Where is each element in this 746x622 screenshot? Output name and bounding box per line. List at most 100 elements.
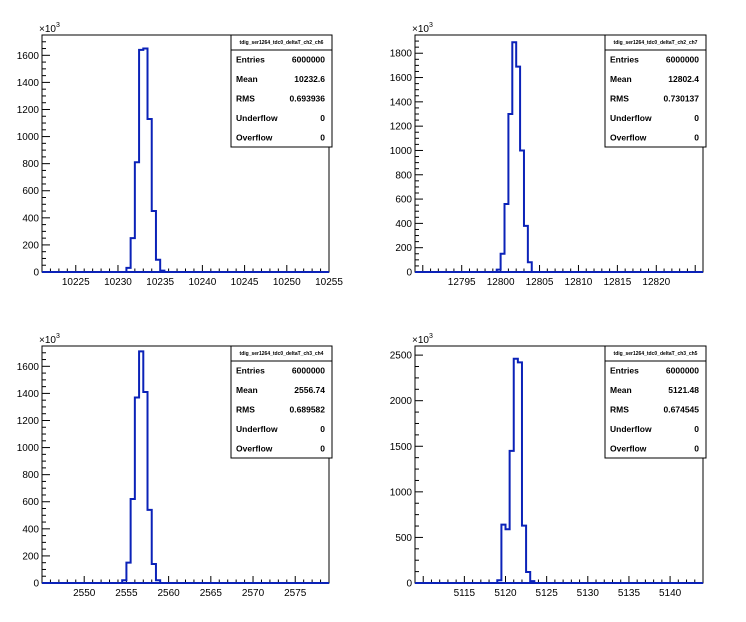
histogram-outline: [496, 357, 536, 583]
y-scale-power: 3: [429, 333, 433, 340]
y-scale-base: ×10: [39, 24, 56, 35]
stats-label: RMS: [610, 94, 629, 104]
histogram-panel-3: 2550 2555 2560 2565 2570 2575 0 200 400 600 800 100…: [17, 333, 333, 599]
x-tick-label: 5115: [454, 588, 476, 599]
histogram-bin: [512, 42, 516, 272]
stats-label: Overflow: [610, 443, 647, 453]
x-tick-label: 2575: [284, 588, 307, 599]
y-tick-label: 0: [406, 268, 412, 279]
x-tick-label: 2550: [73, 588, 96, 599]
stats-title: tdig_ser1264_tdc0_deltaT_ch2_ch6: [240, 40, 324, 46]
x-tick-label: 2565: [200, 588, 223, 599]
y-scale-power: 3: [56, 333, 60, 340]
stats-box: [230, 345, 333, 459]
stats-label: Entries: [610, 55, 639, 65]
x-tick-label: 2555: [115, 588, 138, 599]
y-tick-label: 600: [395, 195, 412, 206]
histogram-bin: [156, 580, 160, 583]
y-scale-base: ×10: [412, 335, 429, 346]
x-tick-label: 10235: [146, 277, 174, 288]
stats-value: 0: [694, 113, 699, 123]
y-tick-label: 1600: [17, 362, 40, 373]
histogram-bin: [143, 49, 147, 272]
stats-title: tdig_ser1264_tdc0_deltaT_ch3_ch4: [240, 351, 324, 357]
y-scale-power: 3: [56, 22, 60, 29]
y-tick-label: 1200: [17, 416, 40, 427]
y-tick-label: 1400: [390, 97, 413, 108]
x-tick-label: 10245: [231, 277, 259, 288]
histogram-bin: [143, 392, 147, 583]
y-tick-label: 400: [22, 213, 39, 224]
stats-label: RMS: [236, 405, 255, 415]
x-tick-label: 5130: [577, 588, 600, 599]
stats-box: [604, 345, 707, 459]
histogram-bin: [514, 359, 518, 583]
y-tick-label: 200: [22, 551, 39, 562]
x-tick-label: 12805: [526, 277, 554, 288]
stats-label: Mean: [236, 385, 258, 395]
y-tick-label: 800: [22, 159, 39, 170]
stats-value: 0: [694, 132, 699, 142]
y-tick-label: 0: [33, 579, 39, 590]
histogram-panel-4: 5115 5120 5125 5130 5135 5140 0 500 1000 1500 2000…: [390, 333, 707, 599]
histogram-bin: [510, 451, 514, 583]
histogram-bin: [501, 525, 505, 583]
y-tick-label: 400: [22, 524, 39, 535]
y-scale-base: ×10: [39, 335, 56, 346]
x-tick-label: 10255: [315, 277, 343, 288]
x-tick-label: 2570: [242, 588, 265, 599]
histogram-bin: [526, 572, 530, 583]
x-tick-label: 5125: [536, 588, 559, 599]
stats-title: tdig_ser1264_tdc0_deltaT_ch2_ch7: [614, 40, 698, 46]
stats-box: [604, 34, 707, 148]
y-scale-exponent: ×103: [412, 22, 433, 35]
y-tick-label: 1400: [17, 78, 40, 89]
stats-value: 0.730137: [664, 94, 700, 104]
y-tick-label: 0: [33, 268, 39, 279]
y-tick-label: 800: [395, 170, 412, 181]
histogram-bin: [152, 211, 156, 272]
stats-label: Underflow: [236, 424, 278, 434]
x-tick-label: 10225: [62, 277, 90, 288]
histogram-bin: [520, 150, 524, 272]
histogram-bin: [148, 510, 152, 583]
histogram-bin: [156, 260, 160, 272]
stats-value: 6000000: [666, 55, 699, 65]
stats-label: Underflow: [610, 424, 652, 434]
stats-value: 0: [694, 424, 699, 434]
y-tick-label: 2000: [390, 396, 413, 407]
histogram-bin: [497, 270, 501, 272]
histogram-bin: [506, 529, 510, 583]
x-tick-label: 5140: [659, 588, 682, 599]
stats-value: 0.674545: [664, 405, 700, 415]
y-tick-label: 0: [406, 579, 412, 590]
y-tick-label: 200: [395, 243, 412, 254]
x-tick-label: 10250: [273, 277, 301, 288]
histogram-bin: [135, 162, 139, 272]
histogram-bin: [152, 564, 156, 583]
histogram-bin: [126, 563, 130, 583]
x-tick-label: 12810: [565, 277, 593, 288]
x-tick-label: 12800: [487, 277, 515, 288]
y-tick-label: 1600: [17, 51, 40, 62]
histogram-bin: [131, 238, 135, 272]
histogram-bin: [505, 204, 509, 272]
y-tick-label: 800: [22, 470, 39, 481]
stats-value: 0: [320, 443, 325, 453]
stats-value: 0.693936: [290, 94, 326, 104]
histogram-bin: [135, 397, 139, 583]
y-tick-label: 600: [22, 186, 39, 197]
histogram-bin: [126, 268, 130, 272]
x-tick-label: 5135: [618, 588, 641, 599]
stats-label: RMS: [610, 405, 629, 415]
stats-label: Overflow: [236, 443, 273, 453]
y-scale-exponent: ×103: [412, 333, 433, 346]
stats-value: 0: [320, 424, 325, 434]
x-tick-label: 12795: [448, 277, 476, 288]
y-tick-label: 500: [395, 533, 412, 544]
histogram-outline: [121, 350, 162, 583]
histogram-bin: [148, 119, 152, 272]
histogram-bin: [530, 581, 534, 583]
stats-box: [230, 34, 333, 148]
